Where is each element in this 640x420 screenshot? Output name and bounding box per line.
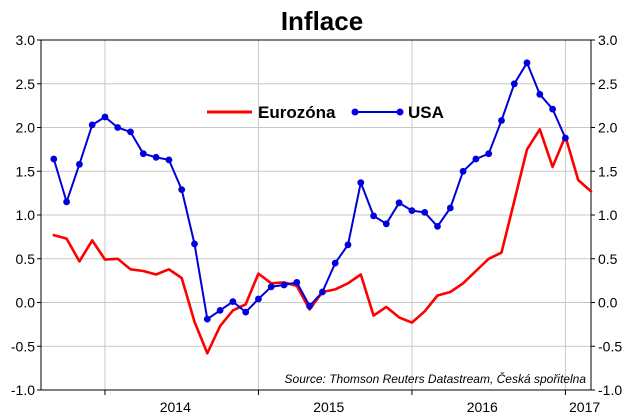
y-axis-right: 3.0 2.5 2.0 1.5 1.0 0.5 0.0 -0.5 -1.0 <box>591 32 622 398</box>
data-point-usa <box>88 121 96 129</box>
series-line-eurozona <box>52 128 593 355</box>
x-tick-label: 2015 <box>313 399 344 415</box>
y-tick-label-right: -1.0 <box>598 382 622 398</box>
source-note: Source: Thomson Reuters Datastream, Česk… <box>285 371 587 386</box>
data-point-usa <box>485 150 493 158</box>
data-point-usa <box>216 307 224 314</box>
data-point-usa <box>382 220 390 228</box>
data-point-usa <box>357 179 365 187</box>
data-point-usa <box>536 90 544 98</box>
data-point-usa <box>76 160 83 168</box>
data-point-usa <box>408 207 416 215</box>
data-point-usa <box>395 199 403 207</box>
data-point-usa <box>523 59 531 67</box>
data-point-usa <box>50 155 58 163</box>
data-point-usa <box>434 223 441 230</box>
y-tick-label-left: 0.0 <box>16 295 36 311</box>
y-tick-label-right: 0.5 <box>598 251 618 267</box>
data-point-usa <box>344 241 352 249</box>
y-tick-label-left: 2.5 <box>16 76 36 92</box>
y-tick-label-left: -1.0 <box>11 382 35 398</box>
data-point-usa <box>446 204 454 212</box>
data-point-usa <box>127 128 134 136</box>
y-tick-label-right: 1.0 <box>598 207 618 223</box>
y-tick-label-right: 2.0 <box>598 120 618 136</box>
chart-title: Inflace <box>281 6 363 36</box>
x-tick-label: 2017 <box>569 399 600 415</box>
legend-marker-usa-left <box>351 108 359 116</box>
gridlines <box>41 40 591 390</box>
data-point-usa <box>178 186 186 194</box>
data-point-usa <box>165 156 173 164</box>
x-tick-label: 2016 <box>467 399 498 415</box>
data-point-usa <box>152 153 160 161</box>
data-point-usa <box>139 150 147 158</box>
data-point-usa <box>280 281 288 289</box>
y-tick-label-left: 3.0 <box>16 32 36 48</box>
y-tick-label-left: 2.0 <box>16 120 36 136</box>
y-tick-label-right: -0.5 <box>598 338 622 354</box>
data-point-usa <box>319 288 326 296</box>
y-tick-label-right: 3.0 <box>598 32 618 48</box>
data-point-usa <box>331 259 339 267</box>
y-tick-label-right: 2.5 <box>598 76 618 92</box>
legend-label-usa: USA <box>408 103 444 122</box>
y-tick-label-right: 0.0 <box>598 295 618 311</box>
x-tick-label: 2014 <box>160 399 191 415</box>
y-tick-label-left: 1.0 <box>16 207 36 223</box>
data-point-usa <box>191 240 198 248</box>
data-point-usa <box>63 198 70 206</box>
data-point-usa <box>459 167 467 175</box>
y-tick-label-right: 1.5 <box>598 163 618 179</box>
data-point-usa <box>498 117 505 124</box>
y-tick-label-left: 0.5 <box>16 251 36 267</box>
y-tick-label-left: 1.5 <box>16 163 36 179</box>
series-layer <box>50 59 593 355</box>
data-point-usa <box>229 298 237 305</box>
y-axis-left: 3.0 2.5 2.0 1.5 1.0 0.5 0.0 -0.5 -1.0 <box>11 32 41 398</box>
data-point-usa <box>421 209 429 216</box>
data-point-usa <box>114 124 122 131</box>
y-tick-label-left: -0.5 <box>11 338 35 354</box>
series-line-usa <box>52 61 567 321</box>
data-point-usa <box>293 279 301 286</box>
data-point-usa <box>267 283 275 291</box>
data-point-usa <box>101 113 109 121</box>
data-point-usa <box>510 80 518 88</box>
data-point-usa <box>549 105 556 113</box>
data-point-usa <box>472 155 480 163</box>
legend-marker-usa-right <box>396 108 404 116</box>
x-axis: 2014 2015 2016 2017 <box>104 390 600 415</box>
data-point-usa <box>370 212 377 220</box>
data-point-usa <box>562 134 569 142</box>
data-point-usa <box>242 308 250 316</box>
data-point-usa <box>306 302 313 310</box>
legend: Eurozóna USA <box>207 103 444 122</box>
data-point-usa <box>203 315 211 323</box>
data-point-usa <box>255 295 262 303</box>
legend-label-eurozona: Eurozóna <box>258 103 336 122</box>
